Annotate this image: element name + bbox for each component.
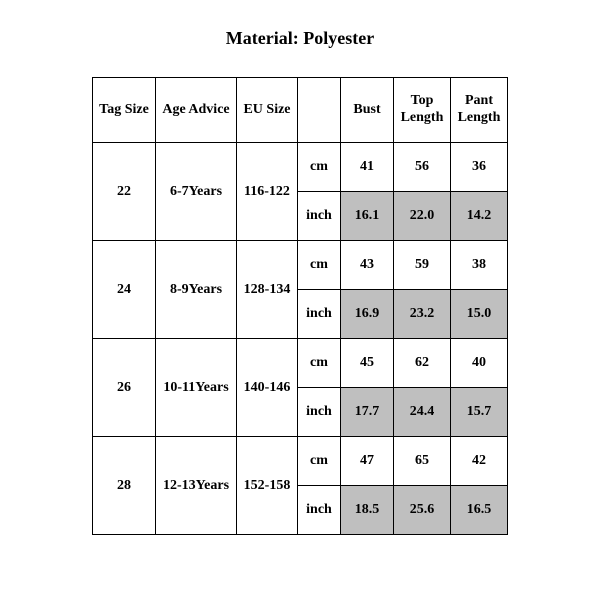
cell-top-cm: 59 [394,241,451,290]
cell-eu-size: 140-146 [237,339,298,437]
cell-tag-size: 24 [93,241,156,339]
cell-eu-size: 152-158 [237,437,298,535]
col-header-unit [298,78,341,143]
cell-top-inch: 22.0 [394,192,451,241]
table-row: 26 10-11Years 140-146 cm 45 62 40 [93,339,508,388]
cell-top-inch: 25.6 [394,486,451,535]
cell-bust-inch: 16.1 [341,192,394,241]
cell-unit-inch: inch [298,388,341,437]
cell-unit-cm: cm [298,437,341,486]
cell-bust-inch: 18.5 [341,486,394,535]
cell-age-advice: 6-7Years [156,143,237,241]
table-row: 24 8-9Years 128-134 cm 43 59 38 [93,241,508,290]
col-header-top-length-line2: Length [401,110,444,125]
table-header-row: Tag Size Age Advice EU Size Bust Top Leng… [93,78,508,143]
cell-unit-inch: inch [298,192,341,241]
cell-bust-cm: 43 [341,241,394,290]
cell-top-cm: 62 [394,339,451,388]
cell-age-advice: 10-11Years [156,339,237,437]
cell-pant-cm: 42 [451,437,508,486]
col-header-age-advice: Age Advice [156,78,237,143]
col-header-pant-length-line2: Length [458,110,501,125]
cell-bust-inch: 17.7 [341,388,394,437]
col-header-top-length-line1: Top [411,93,434,108]
cell-eu-size: 116-122 [237,143,298,241]
cell-unit-cm: cm [298,339,341,388]
table-row: 22 6-7Years 116-122 cm 41 56 36 [93,143,508,192]
cell-unit-inch: inch [298,290,341,339]
cell-bust-cm: 45 [341,339,394,388]
col-header-pant-length-line1: Pant [465,93,493,108]
cell-pant-cm: 40 [451,339,508,388]
cell-tag-size: 28 [93,437,156,535]
col-header-tag-size: Tag Size [93,78,156,143]
cell-top-inch: 23.2 [394,290,451,339]
cell-pant-cm: 38 [451,241,508,290]
cell-top-cm: 56 [394,143,451,192]
cell-bust-inch: 16.9 [341,290,394,339]
cell-top-cm: 65 [394,437,451,486]
cell-age-advice: 8-9Years [156,241,237,339]
cell-pant-inch: 15.0 [451,290,508,339]
cell-tag-size: 22 [93,143,156,241]
size-table: Tag Size Age Advice EU Size Bust Top Leng… [92,77,508,535]
col-header-eu-size: EU Size [237,78,298,143]
cell-unit-cm: cm [298,143,341,192]
cell-unit-cm: cm [298,241,341,290]
cell-pant-inch: 16.5 [451,486,508,535]
cell-unit-inch: inch [298,486,341,535]
cell-bust-cm: 47 [341,437,394,486]
page-title: Material: Polyester [0,28,600,49]
cell-tag-size: 26 [93,339,156,437]
cell-age-advice: 12-13Years [156,437,237,535]
table-row: 28 12-13Years 152-158 cm 47 65 42 [93,437,508,486]
col-header-bust: Bust [341,78,394,143]
cell-pant-inch: 14.2 [451,192,508,241]
cell-pant-cm: 36 [451,143,508,192]
cell-bust-cm: 41 [341,143,394,192]
cell-top-inch: 24.4 [394,388,451,437]
cell-eu-size: 128-134 [237,241,298,339]
page: Material: Polyester Tag Size Age Advice … [0,0,600,600]
cell-pant-inch: 15.7 [451,388,508,437]
col-header-top-length: Top Length [394,78,451,143]
col-header-pant-length: Pant Length [451,78,508,143]
